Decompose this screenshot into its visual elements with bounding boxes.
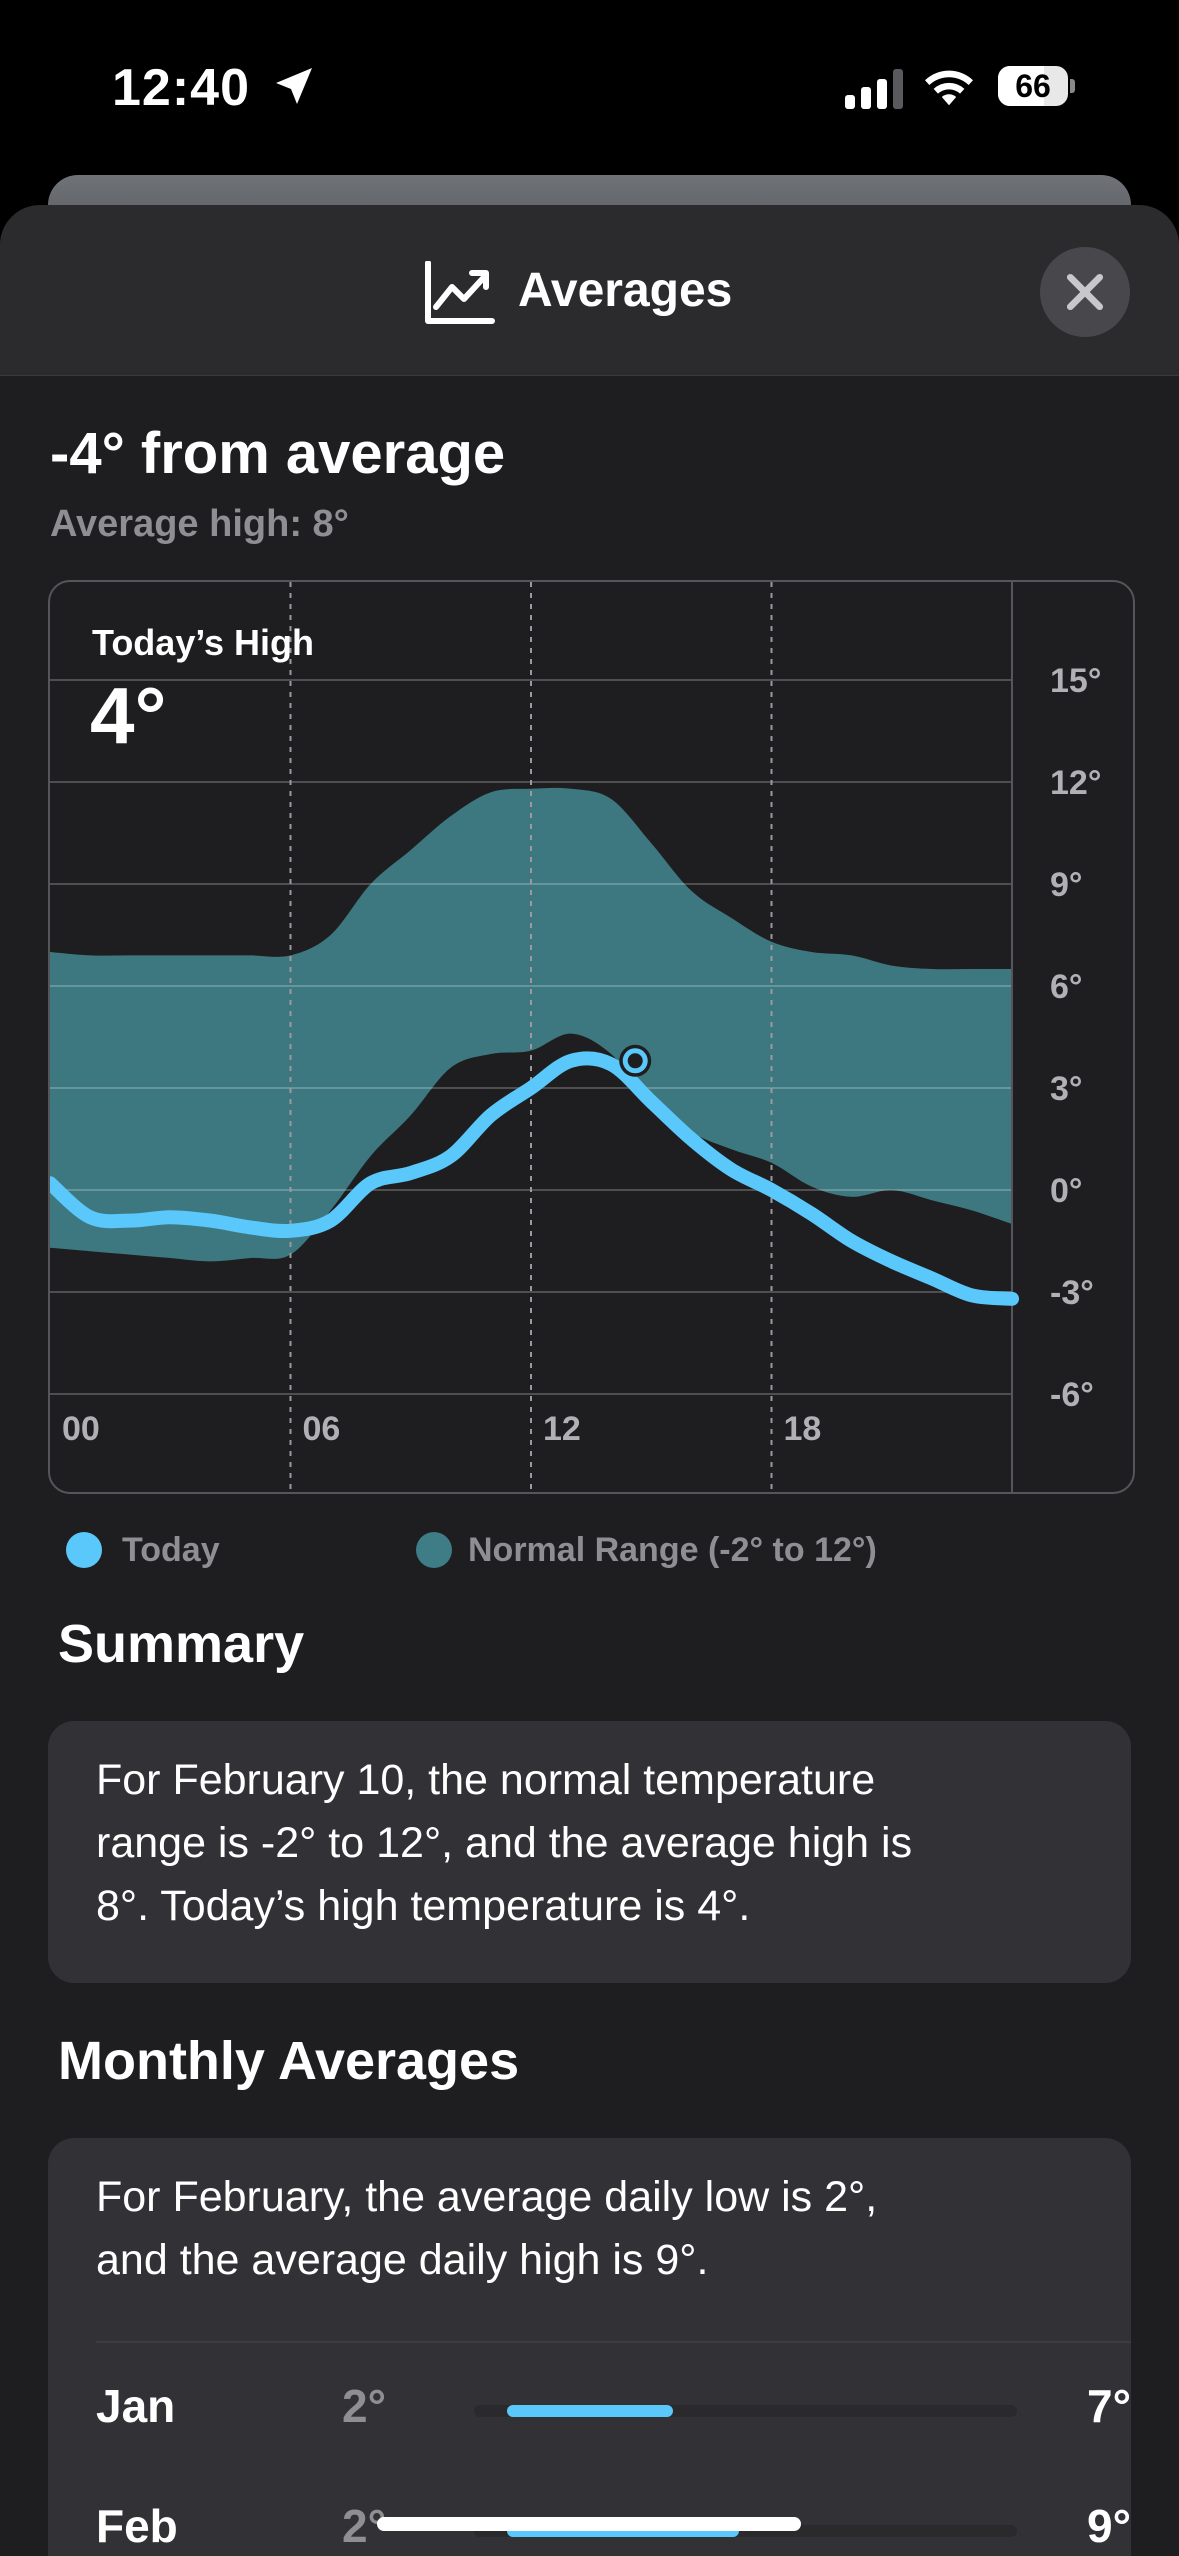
y-tick-label: -6° xyxy=(1050,1376,1094,1414)
signal-icon xyxy=(845,69,903,109)
summary-line: 8°. Today’s high temperature is 4°. xyxy=(96,1882,751,1930)
close-icon xyxy=(1066,273,1104,311)
battery-icon: 66 xyxy=(998,66,1076,108)
today-line xyxy=(50,1051,1019,1306)
legend-normal-label: Normal Range (-2° to 12°) xyxy=(468,1531,877,1569)
monthly-line: and the average daily high is 9°. xyxy=(96,2236,709,2284)
monthly-text: For February, the average daily low is 2… xyxy=(96,2166,1096,2292)
month-range-fill xyxy=(507,2405,674,2417)
monthly-averages-card: For February, the average daily low is 2… xyxy=(48,2138,1131,2556)
y-tick-label: 3° xyxy=(1050,1070,1083,1108)
month-range-track xyxy=(474,2405,1017,2417)
chart-legend: Today Normal Range (-2° to 12°) xyxy=(66,1525,1166,1575)
wifi-icon xyxy=(925,70,973,106)
summary-line: range is -2° to 12°, and the average hig… xyxy=(96,1819,913,1867)
today-high-label: Today’s High xyxy=(92,622,315,663)
x-tick-label: 12 xyxy=(543,1410,581,1448)
chart-svg: 15° 12° 9° 6° 3° 0° -3° -6° 00 06 12 18 xyxy=(50,582,1101,1492)
legend-today-label: Today xyxy=(122,1531,220,1569)
month-low: 2° xyxy=(342,2380,386,2432)
month-high: 9° xyxy=(1087,2500,1131,2552)
y-tick-label: 0° xyxy=(1050,1172,1083,1210)
battery-nub xyxy=(1070,79,1075,93)
location-arrow-icon xyxy=(276,68,312,104)
y-tick-label: 6° xyxy=(1050,968,1083,1006)
summary-title: Summary xyxy=(58,1614,305,1674)
legend-today-dot xyxy=(66,1532,102,1568)
temperature-chart[interactable]: 15° 12° 9° 6° 3° 0° -3° -6° 00 06 12 18 Today’s Hig… xyxy=(48,580,1135,1494)
month-name: Feb xyxy=(96,2500,178,2552)
x-tick-label: 00 xyxy=(62,1410,100,1448)
y-tick-label: -3° xyxy=(1050,1274,1094,1312)
divider xyxy=(96,2341,1131,2343)
summary-card: For February 10, the normal temperature … xyxy=(48,1721,1131,1983)
summary-line: For February 10, the normal temperature xyxy=(96,1756,876,1804)
home-indicator[interactable] xyxy=(377,2517,801,2531)
y-tick-label: 9° xyxy=(1050,866,1083,904)
month-high: 7° xyxy=(1087,2380,1131,2432)
x-tick-label: 06 xyxy=(303,1410,341,1448)
battery-percent: 66 xyxy=(1015,68,1051,104)
y-tick-label: 12° xyxy=(1050,764,1101,802)
month-row-jan: Jan 2° 7° xyxy=(96,2351,1131,2461)
battery-level xyxy=(998,66,1068,106)
average-high-subtitle: Average high: 8° xyxy=(50,503,349,545)
deviation-heading: -4° from average xyxy=(50,421,506,486)
sheet-header: Averages xyxy=(0,205,1179,376)
close-button[interactable] xyxy=(1040,247,1130,337)
monthly-averages-title: Monthly Averages xyxy=(58,2031,520,2091)
y-tick-label: 15° xyxy=(1050,662,1101,700)
sheet-title: Averages xyxy=(518,264,733,317)
summary-text: For February 10, the normal temperature … xyxy=(96,1749,1096,1938)
averages-sheet: Averages -4° from average Average high: … xyxy=(0,205,1179,2556)
today-high-marker xyxy=(622,1048,648,1074)
x-tick-label: 18 xyxy=(784,1410,822,1448)
chart-line-icon xyxy=(425,261,495,324)
month-name: Jan xyxy=(96,2380,176,2432)
today-high-value: 4° xyxy=(90,671,167,760)
legend-normal-dot xyxy=(416,1532,452,1568)
status-bar: 12:40 66 xyxy=(0,0,1179,170)
status-time: 12:40 xyxy=(112,59,250,117)
month-row-feb: Feb 2° 9° xyxy=(96,2471,1131,2556)
monthly-line: For February, the average daily low is 2… xyxy=(96,2173,878,2221)
